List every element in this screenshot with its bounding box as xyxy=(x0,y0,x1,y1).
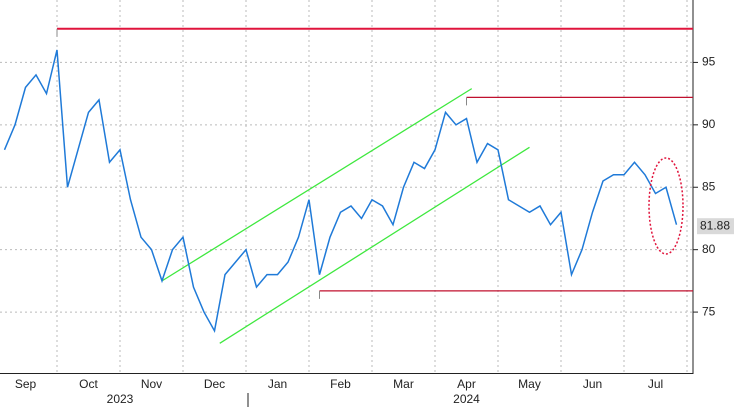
x-tick-label: Jul xyxy=(648,377,663,391)
x-tick-label: Jan xyxy=(268,377,287,391)
price-line xyxy=(3,49,678,333)
y-tick-label: 85 xyxy=(702,179,716,193)
channel-line xyxy=(161,88,473,282)
x-tick-label: Apr xyxy=(457,377,476,391)
x-tick-label: Nov xyxy=(141,377,162,391)
x-tick-label: Mar xyxy=(393,377,414,391)
x-tick-label: Jun xyxy=(583,377,602,391)
x-tick-label: Feb xyxy=(330,377,351,391)
y-tick-label: 95 xyxy=(702,55,716,69)
y-tick-label: 90 xyxy=(702,117,716,131)
year-label: 2024 xyxy=(453,392,480,406)
x-tick-label: Oct xyxy=(79,377,98,391)
x-tick-label: Sep xyxy=(15,377,37,391)
channel-line xyxy=(219,146,530,344)
last-price-box xyxy=(697,218,734,235)
last-price-label: 81.88 xyxy=(700,218,730,232)
highlight-ellipse xyxy=(648,157,684,255)
y-tick-label: 80 xyxy=(702,242,716,256)
y-tick-label: 75 xyxy=(702,304,716,318)
x-tick-label: Dec xyxy=(204,377,225,391)
year-label: 2023 xyxy=(107,392,134,406)
x-tick-label: May xyxy=(518,377,541,391)
